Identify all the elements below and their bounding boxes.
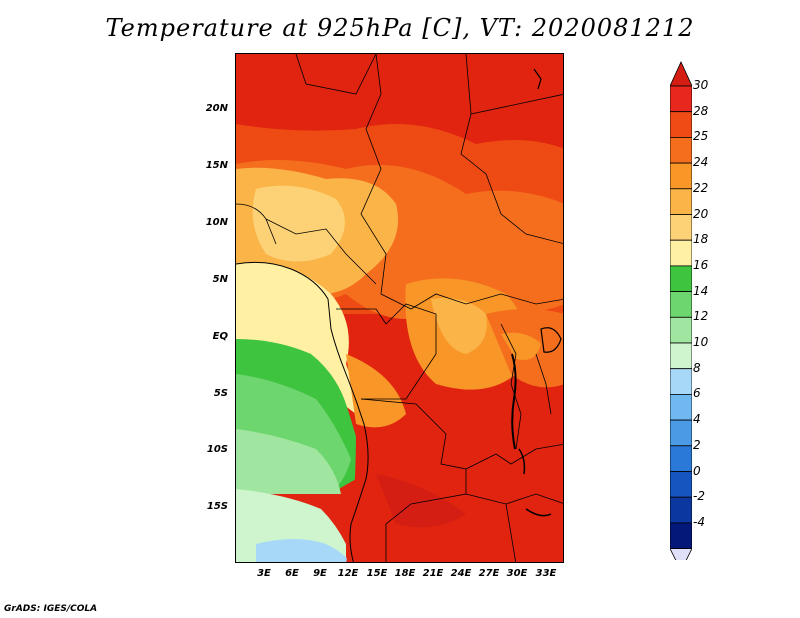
- colorbar-swatch: [670, 291, 692, 318]
- colorbar-label: 30: [693, 78, 709, 92]
- x-tick-27e: 27E: [478, 568, 500, 579]
- colorbar-label: -4: [693, 514, 705, 529]
- border-southeast: [465, 443, 563, 562]
- x-tick-6e: 6E: [285, 568, 299, 579]
- y-tick-5s: 5S: [213, 388, 228, 399]
- map-canvas: [236, 54, 563, 562]
- border-west: [236, 203, 377, 285]
- border-central: [336, 303, 437, 400]
- shade-18-20-coast: [236, 262, 376, 414]
- colorbar-swatch: [670, 111, 692, 138]
- lake-tanganyika: [511, 353, 517, 450]
- colorbar-label: 14: [693, 283, 709, 298]
- colorbar-swatch: [670, 342, 692, 370]
- red-sea-coast: [533, 68, 542, 90]
- shade-20-22-west: [252, 185, 345, 262]
- colorbar-swatch: [670, 316, 692, 344]
- colorbar-top-arrow: [670, 61, 692, 87]
- colorbar-label: 25: [693, 129, 709, 144]
- map-title: Temperature at 925hPa [C], VT: 202008121…: [105, 14, 695, 42]
- y-tick-20n: 20N: [205, 103, 228, 114]
- border-lakes: [500, 323, 552, 450]
- border-angola: [360, 398, 467, 562]
- colorbar-label: 20: [693, 206, 709, 221]
- y-tick-10n: 10N: [205, 217, 228, 228]
- colorbar-swatch: [670, 471, 692, 498]
- colorbar-swatch: [670, 214, 692, 241]
- colorbar-label: 22: [693, 180, 709, 195]
- lake-victoria: [540, 327, 562, 353]
- x-tick-12e: 12E: [337, 568, 359, 579]
- x-tick-24e: 24E: [450, 568, 472, 579]
- shade-24-coastal-south: [346, 354, 406, 428]
- y-tick-10s: 10S: [206, 444, 228, 455]
- temperature-map: [235, 53, 564, 563]
- lake-kariba: [525, 508, 552, 517]
- shade-8-10-ocean: [256, 539, 350, 562]
- colorbar-label: 2: [693, 437, 701, 452]
- colorbar-label: 24: [693, 155, 709, 170]
- x-tick-18e: 18E: [394, 568, 416, 579]
- colorbar-label: 6: [693, 386, 701, 401]
- colorbar-label: -2: [693, 489, 705, 504]
- colorbar-swatch: [670, 162, 692, 190]
- border-libya-egypt: [470, 94, 563, 115]
- shade-east-highlands-inner: [501, 332, 541, 360]
- colorbar-swatch: [670, 137, 692, 164]
- colorbar-label: 0: [693, 463, 701, 478]
- colorbar-swatch: [670, 85, 692, 113]
- colorbar-swatch: [670, 265, 692, 292]
- colorbar-swatch: [670, 239, 692, 267]
- x-tick-3e: 3E: [257, 568, 271, 579]
- grads-credit: GrADS: IGES/COLA: [4, 604, 98, 614]
- x-tick-9e: 9E: [313, 568, 327, 579]
- border-north: [360, 54, 563, 310]
- y-tick-15s: 15S: [206, 501, 228, 512]
- colorbar-label: 18: [693, 232, 709, 247]
- colorbar-label: 16: [693, 257, 709, 272]
- colorbar-label: 4: [693, 412, 701, 427]
- y-tick-5n: 5N: [212, 274, 228, 285]
- colorbar-swatch: [670, 496, 692, 524]
- colorbar-swatch: [670, 393, 692, 421]
- colorbar-swatch: [670, 445, 692, 472]
- colorbar-label: 12: [693, 309, 709, 324]
- lake-mweru: [518, 448, 526, 475]
- x-tick-15e: 15E: [366, 568, 388, 579]
- x-tick-33e: 33E: [535, 568, 557, 579]
- colorbar-label: 28: [693, 103, 709, 118]
- shade-22-central: [431, 298, 487, 354]
- shade-south-red: [346, 431, 563, 562]
- colorbar-swatch: [670, 368, 692, 395]
- y-tick-eq: EQ: [212, 331, 228, 342]
- colorbar-legend: [670, 61, 692, 560]
- coastline: [236, 261, 369, 562]
- x-tick-30e: 30E: [506, 568, 528, 579]
- colorbar-swatch: [670, 522, 692, 549]
- colorbar-label: 8: [693, 360, 701, 375]
- x-tick-21e: 21E: [422, 568, 444, 579]
- colorbar-label: 10: [693, 335, 709, 349]
- colorbar-swatch: [670, 419, 692, 447]
- y-tick-15n: 15N: [205, 160, 228, 171]
- colorbar-swatch: [670, 188, 692, 215]
- colorbar-bottom-arrow: [670, 548, 692, 560]
- shade-12-14-ocean: [236, 429, 341, 494]
